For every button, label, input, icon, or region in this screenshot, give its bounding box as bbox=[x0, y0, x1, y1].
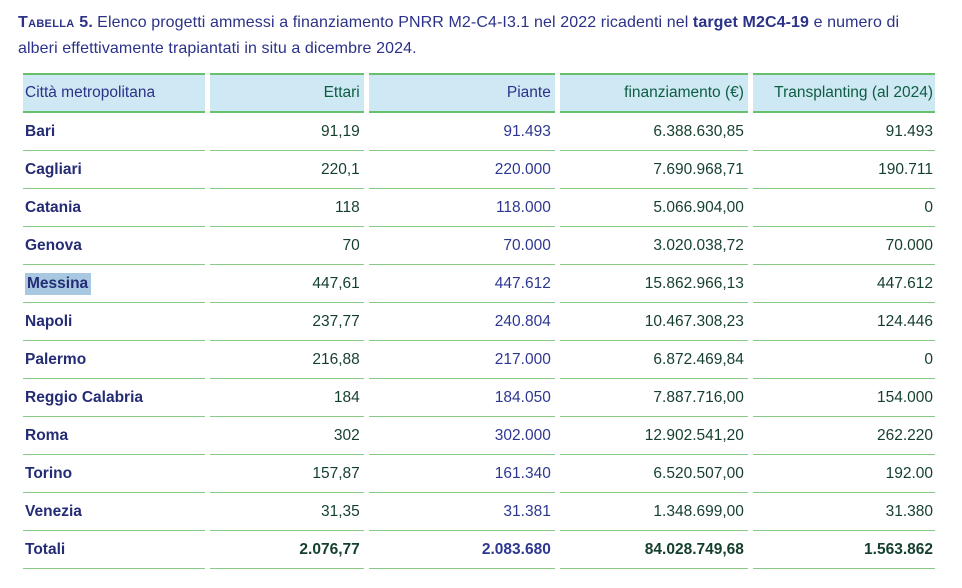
transplanting-cell: 262.220 bbox=[752, 417, 935, 455]
piante-cell: 161.340 bbox=[368, 455, 555, 493]
ettari-cell: 91,19 bbox=[210, 113, 364, 151]
piante-cell: 184.050 bbox=[368, 379, 555, 417]
totals-finanziamento-cell: 84.028.749,68 bbox=[559, 531, 748, 569]
transplanting-cell: 192.00 bbox=[752, 455, 935, 493]
piante-cell: 447.612 bbox=[368, 265, 555, 303]
ettari-cell: 237,77 bbox=[210, 303, 364, 341]
finanziamento-cell: 6.520.507,00 bbox=[559, 455, 748, 493]
table-body: Bari 91,19 91.493 6.388.630,85 91.493 Cagliar… bbox=[23, 113, 935, 531]
piante-cell: 240.804 bbox=[368, 303, 555, 341]
table-row: Roma 302 302.000 12.902.541,20 262.220 bbox=[23, 417, 935, 455]
column-header-transplanting: Transplanting (al 2024) bbox=[752, 73, 935, 113]
transplanting-cell: 0 bbox=[752, 341, 935, 379]
totals-ettari-cell: 2.076,77 bbox=[210, 531, 364, 569]
city-cell: Bari bbox=[23, 113, 206, 151]
ettari-cell: 31,35 bbox=[210, 493, 364, 531]
totals-row: Totali 2.076,77 2.083.680 84.028.749,68 1.56… bbox=[23, 531, 935, 569]
finanziamento-cell: 6.872.469,84 bbox=[559, 341, 748, 379]
column-header-piante: Piante bbox=[368, 73, 555, 113]
piante-cell: 118.000 bbox=[368, 189, 555, 227]
city-cell: Genova bbox=[23, 227, 206, 265]
ettari-cell: 118 bbox=[210, 189, 364, 227]
column-header-city: Città metropolitana bbox=[23, 73, 206, 113]
table-row: Catania 118 118.000 5.066.904,00 0 bbox=[23, 189, 935, 227]
table-row: Genova 70 70.000 3.020.038,72 70.000 bbox=[23, 227, 935, 265]
city-cell: Napoli bbox=[23, 303, 206, 341]
transplanting-cell: 124.446 bbox=[752, 303, 935, 341]
transplanting-cell: 154.000 bbox=[752, 379, 935, 417]
caption-text-before: Elenco progetti ammessi a finanziamento … bbox=[97, 14, 693, 31]
finanziamento-cell: 6.388.630,85 bbox=[559, 113, 748, 151]
table-row: Torino 157,87 161.340 6.520.507,00 192.00 bbox=[23, 455, 935, 493]
transplanting-cell: 447.612 bbox=[752, 265, 935, 303]
city-cell: Roma bbox=[23, 417, 206, 455]
city-cell: Messina bbox=[23, 265, 206, 303]
table-row: Reggio Calabria 184 184.050 7.887.716,00 154… bbox=[23, 379, 935, 417]
finanziamento-cell: 7.690.968,71 bbox=[559, 151, 748, 189]
finanziamento-cell: 5.066.904,00 bbox=[559, 189, 748, 227]
caption-text-after: e numero di alberi effettivamente trapia… bbox=[18, 14, 900, 57]
transplanting-cell: 31.380 bbox=[752, 493, 935, 531]
table-row: Napoli 237,77 240.804 10.467.308,23 124.446 bbox=[23, 303, 935, 341]
column-header-ettari: Ettari bbox=[210, 73, 364, 113]
transplanting-cell: 91.493 bbox=[752, 113, 935, 151]
piante-cell: 91.493 bbox=[368, 113, 555, 151]
selected-city-text[interactable]: Messina bbox=[25, 272, 92, 295]
table-caption: Tabella 5. Elenco progetti ammessi a fina… bbox=[18, 10, 930, 62]
totals-piante-cell: 2.083.680 bbox=[368, 531, 555, 569]
ettari-cell: 302 bbox=[210, 417, 364, 455]
caption-bold-term: target M2C4-19 bbox=[692, 14, 810, 31]
piante-cell: 31.381 bbox=[368, 493, 555, 531]
finanziamento-cell: 1.348.699,00 bbox=[559, 493, 748, 531]
piante-cell: 302.000 bbox=[368, 417, 555, 455]
table-caption-label: Tabella 5. bbox=[18, 14, 94, 31]
ettari-cell: 447,61 bbox=[210, 265, 364, 303]
city-cell: Cagliari bbox=[23, 151, 206, 189]
finanziamento-cell: 10.467.308,23 bbox=[559, 303, 748, 341]
city-cell: Venezia bbox=[23, 493, 206, 531]
piante-cell: 220.000 bbox=[368, 151, 555, 189]
totals-transplanting-cell: 1.563.862 bbox=[752, 531, 935, 569]
document-page: Tabella 5. Elenco progetti ammessi a fina… bbox=[18, 10, 940, 569]
city-cell: Reggio Calabria bbox=[23, 379, 206, 417]
table-row: Cagliari 220,1 220.000 7.690.968,71 190.711 bbox=[23, 151, 935, 189]
piante-cell: 70.000 bbox=[368, 227, 555, 265]
column-header-finanziamento: finanziamento (€) bbox=[559, 73, 748, 113]
header-row: Città metropolitana Ettari Piante finanziam… bbox=[23, 73, 935, 113]
city-cell: Torino bbox=[23, 455, 206, 493]
finanziamento-cell: 15.862.966,13 bbox=[559, 265, 748, 303]
transplanting-cell: 190.711 bbox=[752, 151, 935, 189]
piante-cell: 217.000 bbox=[368, 341, 555, 379]
table-row: Venezia 31,35 31.381 1.348.699,00 31.380 bbox=[23, 493, 935, 531]
ettari-cell: 70 bbox=[210, 227, 364, 265]
ettari-cell: 216,88 bbox=[210, 341, 364, 379]
totals-city-cell: Totali bbox=[23, 531, 206, 569]
projects-table: Città metropolitana Ettari Piante finanziam… bbox=[18, 73, 940, 569]
transplanting-cell: 0 bbox=[752, 189, 935, 227]
table-row: Messina 447,61 447.612 15.862.966,13 447.612 bbox=[23, 265, 935, 303]
ettari-cell: 220,1 bbox=[210, 151, 364, 189]
finanziamento-cell: 3.020.038,72 bbox=[559, 227, 748, 265]
ettari-cell: 157,87 bbox=[210, 455, 364, 493]
city-cell: Catania bbox=[23, 189, 206, 227]
city-cell: Palermo bbox=[23, 341, 206, 379]
ettari-cell: 184 bbox=[210, 379, 364, 417]
table-row: Bari 91,19 91.493 6.388.630,85 91.493 bbox=[23, 113, 935, 151]
finanziamento-cell: 12.902.541,20 bbox=[559, 417, 748, 455]
finanziamento-cell: 7.887.716,00 bbox=[559, 379, 748, 417]
table-row: Palermo 216,88 217.000 6.872.469,84 0 bbox=[23, 341, 935, 379]
transplanting-cell: 70.000 bbox=[752, 227, 935, 265]
